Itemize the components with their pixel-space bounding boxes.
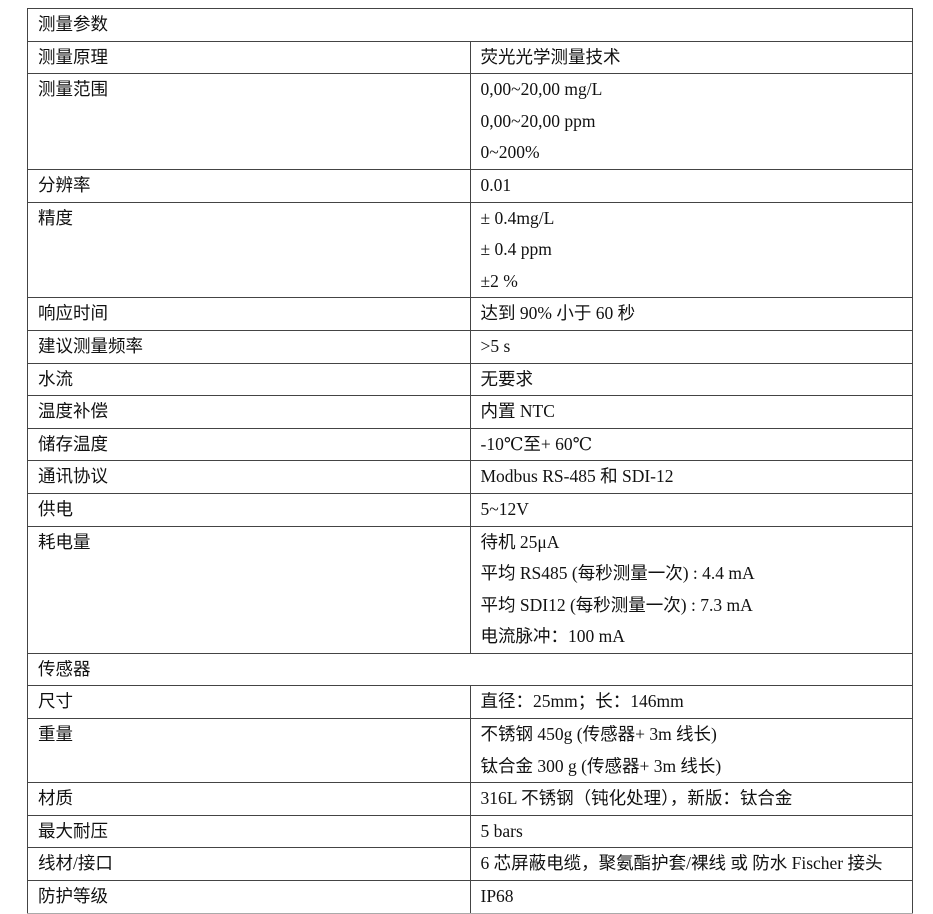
table-row: 最大耐压 5 bars — [27, 814, 913, 849]
table-row: 防护等级 IP68 — [27, 880, 913, 914]
row-label: 重量 — [27, 718, 471, 784]
row-label: 耗电量 — [27, 525, 471, 654]
row-value-cell: ± 0.4mg/L ± 0.4 ppm ±2 % — [469, 201, 913, 299]
table-row: 响应时间 达到 90% 小于 60 秒 — [27, 297, 913, 331]
row-value: ± 0.4mg/L — [480, 207, 555, 228]
row-label: 供电 — [27, 492, 471, 527]
table-row: 水流 无要求 — [27, 362, 913, 397]
row-label: 测量范围 — [27, 73, 471, 170]
row-value: IP68 — [480, 886, 514, 907]
row-value: 荧光光学测量技术 — [480, 46, 621, 67]
spec-table: 测量参数 测量原理 荧光光学测量技术 测量范围 0,00~20,00 mg/L 0,00~… — [27, 8, 913, 914]
table-row: 供电 5~12V — [27, 492, 913, 527]
row-value-cell: 5 bars — [469, 814, 913, 849]
table-row: 储存温度 -10℃至+ 60℃ — [27, 427, 913, 462]
row-value-cell: IP68 — [469, 880, 913, 914]
row-value-cell: 不锈钢 450g (传感器+ 3m 线长) 钛合金 300 g (传感器+ 3m … — [469, 718, 913, 784]
table-row: 材质 316L 不锈钢（钝化处理），新版：钛合金 — [27, 782, 913, 816]
row-value-cell: 6 芯屏蔽电缆，聚氨酯护套/裸线 或 防水 Fischer 接头 — [469, 847, 913, 882]
row-value: 平均 RS485 (每秒测量一次) : 4.4 mA — [480, 563, 755, 584]
row-value: 5 bars — [480, 820, 523, 841]
row-label: 温度补偿 — [27, 395, 471, 429]
table-row: 线材/接口 6 芯屏蔽电缆，聚氨酯护套/裸线 或 防水 Fischer 接头 — [27, 847, 913, 882]
row-value: 钛合金 300 g (传感器+ 3m 线长) — [480, 755, 722, 776]
row-value-cell: 0,00~20,00 mg/L 0,00~20,00 ppm 0~200% — [469, 73, 913, 170]
row-value: 0~200% — [480, 142, 540, 163]
row-label: 精度 — [27, 201, 471, 299]
row-value-cell: 316L 不锈钢（钝化处理），新版：钛合金 — [469, 782, 913, 816]
row-value: 5~12V — [480, 498, 529, 519]
row-value: 待机 25μA — [480, 531, 560, 552]
row-value-cell: 直径：25mm；长：146mm — [469, 685, 913, 720]
table-row: 尺寸 直径：25mm；长：146mm — [27, 685, 913, 720]
row-label: 线材/接口 — [27, 847, 471, 882]
table-row: 测量范围 0,00~20,00 mg/L 0,00~20,00 ppm 0~200% — [27, 73, 913, 170]
table-row: 测量原理 荧光光学测量技术 — [27, 40, 913, 75]
table-row: 重量 不锈钢 450g (传感器+ 3m 线长) 钛合金 300 g (传感器+ 3… — [27, 718, 913, 784]
row-value: 0,00~20,00 ppm — [480, 110, 596, 131]
row-value-cell: 5~12V — [469, 492, 913, 527]
row-label: 水流 — [27, 362, 471, 397]
row-value: -10℃至+ 60℃ — [480, 433, 593, 454]
section-header-row: 测量参数 — [27, 8, 913, 42]
row-value: 直径：25mm；长：146mm — [480, 691, 684, 712]
row-label: 材质 — [27, 782, 471, 816]
row-value-cell: 0.01 — [469, 168, 913, 203]
row-value: 内置 NTC — [480, 401, 555, 422]
row-value: 0,00~20,00 mg/L — [480, 79, 603, 100]
row-label: 响应时间 — [27, 297, 471, 331]
row-value: 无要求 — [480, 368, 534, 389]
row-value: >5 s — [480, 335, 511, 356]
row-label: 防护等级 — [27, 880, 471, 914]
section-title: 测量参数 — [27, 8, 913, 42]
table-row: 分辨率 0.01 — [27, 168, 913, 203]
row-value-cell: 达到 90% 小于 60 秒 — [469, 297, 913, 331]
table-row: 通讯协议 Modbus RS-485 和 SDI-12 — [27, 460, 913, 494]
row-value-cell: Modbus RS-485 和 SDI-12 — [469, 460, 913, 494]
table-row: 精度 ± 0.4mg/L ± 0.4 ppm ±2 % — [27, 201, 913, 299]
section-title: 传感器 — [27, 652, 913, 687]
row-value: Modbus RS-485 和 SDI-12 — [480, 466, 674, 487]
table-row: 温度补偿 内置 NTC — [27, 395, 913, 429]
row-value: 316L 不锈钢（钝化处理），新版：钛合金 — [480, 788, 793, 809]
row-label: 建议测量频率 — [27, 329, 471, 364]
row-value-cell: 荧光光学测量技术 — [469, 40, 913, 75]
row-value: 不锈钢 450g (传感器+ 3m 线长) — [480, 724, 717, 745]
row-value: 6 芯屏蔽电缆，聚氨酯护套/裸线 或 防水 Fischer 接头 — [480, 853, 883, 874]
table-row: 建议测量频率 >5 s — [27, 329, 913, 364]
row-label: 储存温度 — [27, 427, 471, 462]
row-value: ±2 % — [480, 270, 518, 291]
row-label: 尺寸 — [27, 685, 471, 720]
table-row: 耗电量 待机 25μA 平均 RS485 (每秒测量一次) : 4.4 mA 平均 S… — [27, 525, 913, 654]
section-header-row: 传感器 — [27, 652, 913, 687]
row-label: 通讯协议 — [27, 460, 471, 494]
row-label: 测量原理 — [27, 40, 471, 75]
row-value: 0.01 — [480, 174, 512, 195]
row-label: 分辨率 — [27, 168, 471, 203]
row-value-cell: -10℃至+ 60℃ — [469, 427, 913, 462]
row-value: ± 0.4 ppm — [480, 239, 552, 260]
row-value-cell: >5 s — [469, 329, 913, 364]
row-value-cell: 无要求 — [469, 362, 913, 397]
row-label: 最大耐压 — [27, 814, 471, 849]
row-value: 达到 90% 小于 60 秒 — [480, 303, 636, 324]
row-value-cell: 内置 NTC — [469, 395, 913, 429]
row-value: 电流脉冲：100 mA — [480, 626, 625, 647]
row-value-cell: 待机 25μA 平均 RS485 (每秒测量一次) : 4.4 mA 平均 SDI1… — [469, 525, 913, 654]
row-value: 平均 SDI12 (每秒测量一次) : 7.3 mA — [480, 594, 753, 615]
